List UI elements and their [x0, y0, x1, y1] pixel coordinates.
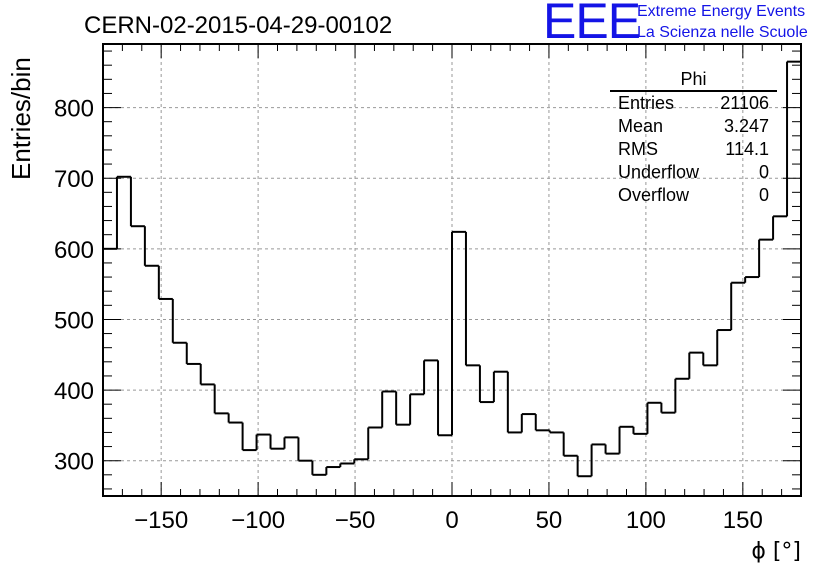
stats-divider: [610, 90, 777, 92]
stats-title: Phi: [680, 69, 707, 89]
y-tick-label: 300: [54, 449, 94, 476]
run-title: CERN-02-2015-04-29-00102: [84, 12, 393, 39]
x-tick-label: −150: [134, 507, 188, 534]
axis-ticks: [103, 44, 801, 496]
x-tick-label: 150: [723, 507, 763, 534]
stat-value-rms: 114.1: [725, 139, 769, 159]
stat-label-underflow: Underflow: [618, 162, 700, 182]
stat-label-rms: RMS: [618, 139, 658, 159]
eee-logo-line2: La Scienza nelle Scuole: [637, 24, 808, 41]
x-axis-label: ϕ [°]: [751, 539, 801, 564]
x-tick-label: 0: [445, 507, 458, 534]
eee-logo-line1: Extreme Energy Events: [637, 3, 806, 20]
stat-label-mean: Mean: [618, 116, 664, 136]
plot-frame: [102, 43, 802, 497]
stat-value-entries: 21106: [720, 93, 769, 113]
y-tick-label: 600: [54, 237, 94, 264]
y-tick-label: 400: [54, 378, 94, 405]
stat-value-mean: 3.247: [723, 116, 769, 136]
histogram-series: [102, 60, 801, 496]
x-tick-label: 100: [626, 507, 666, 534]
y-tick-label: 500: [54, 307, 94, 334]
stat-label-entries: Entries: [618, 93, 675, 113]
tick-labels: −150 −100 −50 0 50 100 150 300 400 500 600 700 800: [54, 96, 763, 534]
x-tick-label: −100: [231, 507, 285, 534]
stat-label-overflow: Overflow: [618, 185, 690, 205]
y-axis-label: Entries/bin: [6, 57, 36, 180]
x-tick-label: 50: [536, 507, 563, 534]
y-tick-label: 800: [54, 96, 94, 123]
eee-logo-icon: EEE: [543, 0, 641, 49]
y-tick-label: 700: [54, 166, 94, 193]
stat-value-overflow: 0: [758, 185, 769, 205]
stat-value-underflow: 0: [758, 162, 769, 182]
x-tick-label: −50: [335, 507, 376, 534]
